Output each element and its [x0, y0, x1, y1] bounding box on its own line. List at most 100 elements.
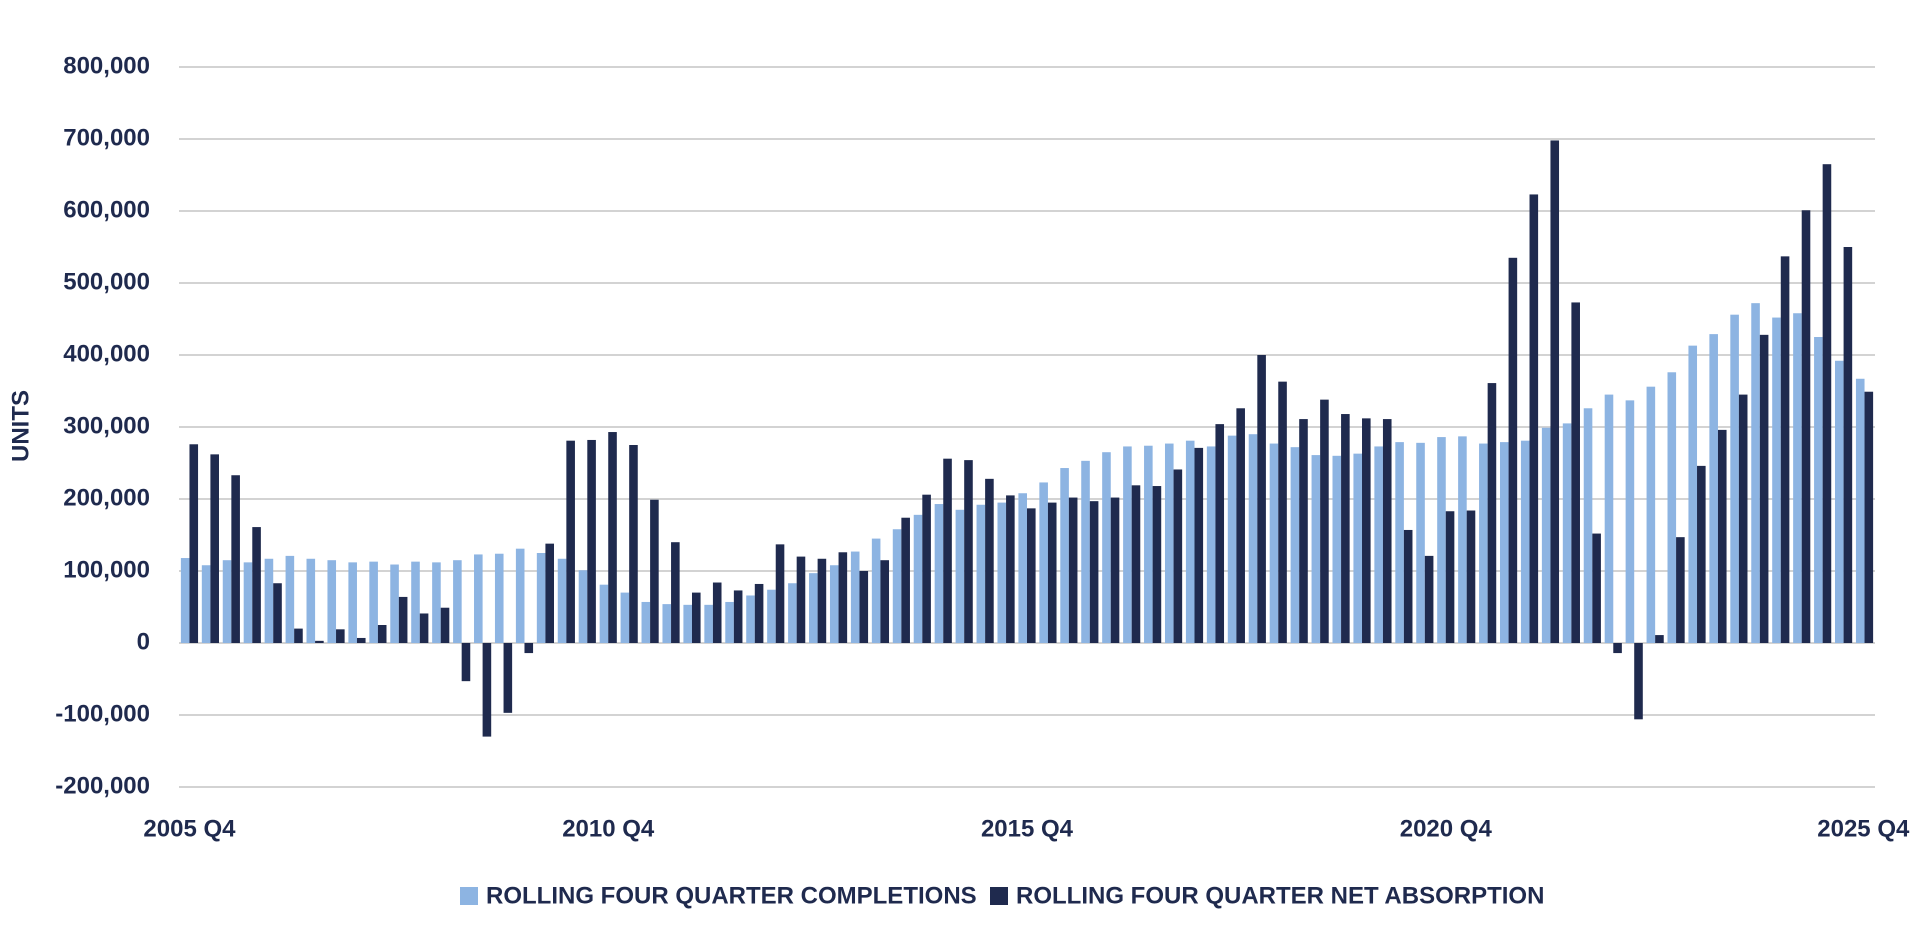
- bar: [1646, 386, 1656, 643]
- bar: [419, 613, 429, 643]
- bar: [210, 454, 219, 643]
- bar: [1269, 443, 1279, 643]
- y-tick-label: 500,000: [63, 268, 150, 295]
- bar: [189, 444, 199, 643]
- bar: [1709, 334, 1718, 643]
- bar: [264, 558, 274, 643]
- bar: [1039, 482, 1048, 643]
- bar: [934, 504, 944, 643]
- bar: [1060, 468, 1069, 643]
- bar: [1215, 424, 1225, 643]
- bar: [733, 590, 743, 643]
- bar: [809, 573, 818, 643]
- bar: [859, 571, 869, 643]
- bar: [1131, 485, 1141, 643]
- y-tick-label: 200,000: [63, 484, 150, 511]
- bar: [1081, 460, 1090, 643]
- bar: [1320, 399, 1329, 643]
- bar: [285, 555, 295, 643]
- bar: [1445, 511, 1455, 643]
- bar: [754, 583, 764, 643]
- bar: [231, 475, 240, 643]
- bar: [1625, 400, 1635, 643]
- bar: [1362, 418, 1371, 643]
- bar: [629, 445, 638, 643]
- bar: [1843, 247, 1853, 643]
- bar: [243, 562, 253, 643]
- bar: [1206, 446, 1216, 643]
- bar: [524, 643, 534, 654]
- bar: [1123, 446, 1132, 643]
- bar: [306, 558, 316, 643]
- bar: [1667, 372, 1677, 643]
- bar: [1571, 302, 1580, 643]
- bar: [1613, 643, 1622, 654]
- bar: [976, 504, 986, 643]
- bar: [411, 561, 420, 643]
- bar: [1487, 383, 1497, 643]
- bar: [180, 558, 190, 643]
- bar: [398, 596, 408, 643]
- bar: [348, 562, 357, 643]
- bar: [1814, 337, 1823, 643]
- bar: [578, 570, 588, 643]
- bar: [1248, 434, 1258, 643]
- bar: [1697, 465, 1706, 643]
- bar: [964, 460, 973, 643]
- bar: [691, 592, 701, 643]
- bar: [704, 604, 713, 643]
- bar: [1416, 442, 1425, 643]
- bar: [1018, 493, 1027, 643]
- bar: [1592, 533, 1601, 643]
- y-tick-label: 100,000: [63, 556, 150, 583]
- bar: [1751, 303, 1760, 643]
- bar: [1382, 419, 1392, 643]
- bar: [222, 560, 232, 643]
- legend-label: ROLLING FOUR QUARTER COMPLETIONS: [486, 882, 977, 909]
- bar: [369, 561, 378, 643]
- bar: [1374, 446, 1383, 643]
- bar: [1730, 314, 1739, 643]
- bar: [1185, 440, 1195, 643]
- bar: [1236, 408, 1245, 643]
- bar: [746, 595, 755, 643]
- bar: [1332, 455, 1342, 643]
- bar: [1793, 313, 1802, 643]
- bar: [1499, 442, 1509, 643]
- bar: [1655, 635, 1664, 643]
- y-tick-label: -100,000: [55, 700, 150, 727]
- bar: [725, 601, 734, 643]
- bar: [1006, 495, 1015, 643]
- bar: [557, 558, 567, 643]
- bar: [1801, 210, 1811, 643]
- bar: [474, 554, 483, 643]
- bar: [662, 604, 672, 643]
- bar: [817, 558, 827, 643]
- bar: [892, 529, 902, 643]
- bar: [494, 553, 504, 643]
- bar: [356, 637, 366, 643]
- bar: [1437, 437, 1446, 643]
- bar: [1353, 453, 1363, 643]
- bar: [788, 583, 797, 643]
- bar: [1822, 164, 1832, 643]
- bar: [1424, 555, 1434, 643]
- bar: [566, 440, 575, 643]
- bar: [955, 509, 965, 643]
- bar: [901, 517, 910, 643]
- bar: [1027, 508, 1036, 643]
- bar: [1257, 355, 1266, 643]
- bar: [608, 432, 617, 643]
- bar: [461, 643, 471, 682]
- bar: [1864, 391, 1874, 643]
- legend-swatch: [460, 887, 478, 905]
- bar: [599, 584, 609, 643]
- y-tick-label: -200,000: [55, 772, 150, 799]
- bar: [1780, 256, 1790, 643]
- bar: [1541, 427, 1551, 643]
- bar: [1311, 455, 1321, 643]
- bar: [545, 543, 555, 643]
- bar: [1110, 497, 1120, 643]
- bar: [1089, 501, 1099, 643]
